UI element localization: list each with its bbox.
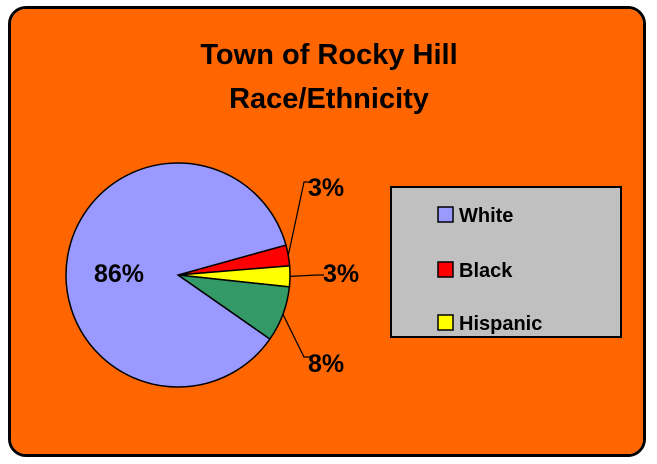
legend-label-white: White [459,205,513,227]
legend-label-black: Black [459,260,513,282]
data-label-white: 86% [94,260,144,288]
leader-lines [282,181,324,358]
data-label-hispanic: 3% [323,260,359,288]
legend-box [390,186,622,338]
legend-swatch-black [437,261,454,278]
chart-frame: Town of Rocky Hill Race/Ethnicity 86% 3%… [8,6,646,457]
chart-title-line-1: Town of Rocky Hill [200,39,457,71]
legend-label-hispanic: Hispanic [459,313,542,335]
leader-line-hispanic [289,274,324,277]
data-label-other: 8% [308,350,344,378]
legend-swatch-hispanic [437,314,454,331]
legend: White Black Hispanic [390,186,622,338]
data-label-black: 3% [308,174,344,202]
leader-line-other [282,313,312,358]
chart-title-line-2: Race/Ethnicity [229,83,429,115]
pie-chart: Town of Rocky Hill Race/Ethnicity 86% 3%… [11,9,643,454]
pie-slice-white [65,162,287,388]
legend-swatch-white [437,206,454,223]
leader-line-black [287,181,312,256]
pie-slices [65,162,291,388]
